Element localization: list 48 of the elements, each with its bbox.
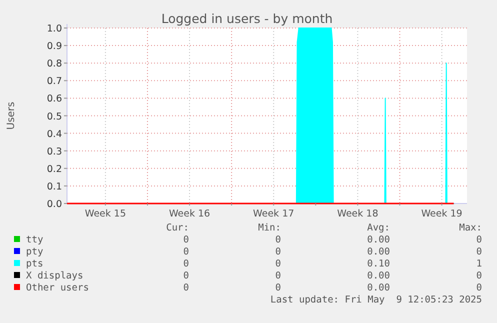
text: 0 [183, 258, 190, 270]
text: 0 [275, 270, 282, 282]
text: 0 [476, 246, 482, 258]
text: Cur: [166, 222, 189, 234]
legend-label: Other users [26, 282, 89, 294]
text: 0.00 [367, 234, 390, 246]
text: Last update: Fri May 9 12:05:23 2025 [270, 294, 482, 306]
x-tick-label: Week 16 [168, 208, 210, 220]
text: 0 [183, 282, 190, 294]
legend-label: pty [26, 246, 44, 258]
legend-label: pts [26, 258, 44, 270]
text: 0.00 [367, 246, 390, 258]
text: 1 [476, 258, 482, 270]
chart-title: Logged in users - by month [161, 11, 333, 26]
y-tick-label: 0.7 [46, 76, 62, 88]
text: 0 [275, 282, 282, 294]
text: 0.10 [367, 258, 390, 270]
y-tick-label: 0.1 [46, 181, 62, 192]
text: 0.00 [367, 270, 390, 282]
text: 0 [183, 234, 190, 246]
x-tick-label: Week 17 [253, 208, 294, 220]
y-tick-label: 0.4 [46, 128, 62, 140]
text: 0 [183, 270, 190, 282]
text: 0 [476, 270, 482, 282]
x-tick-label: Week 15 [84, 208, 126, 220]
text: 0 [275, 246, 282, 258]
text: 0 [275, 258, 282, 270]
text: 0 [476, 282, 482, 294]
y-tick-label: 1.0 [46, 24, 62, 34]
y-tick-label: 0.2 [46, 164, 62, 175]
text: Min: [258, 222, 281, 234]
legend-label: X displays [26, 270, 84, 282]
text: Max: [459, 222, 482, 234]
y-tick-label: 0.8 [46, 58, 62, 70]
y-tick-label: 0.3 [46, 146, 62, 158]
text: Avg: [367, 222, 390, 234]
x-tick-label: Week 18 [337, 208, 378, 220]
y-tick-label: 0.0 [46, 199, 62, 210]
text: 0 [275, 234, 282, 246]
y-tick-label: 0.9 [46, 41, 62, 52]
text: 0 [476, 234, 482, 246]
y-tick-label: 0.5 [46, 111, 62, 122]
x-tick-label: Week 19 [421, 208, 462, 220]
text: 0 [183, 246, 190, 258]
legend-label: tty [26, 234, 44, 246]
text: 0.00 [367, 282, 390, 294]
y-tick-label: 0.6 [46, 94, 62, 105]
y-axis-title: Users [6, 102, 17, 130]
